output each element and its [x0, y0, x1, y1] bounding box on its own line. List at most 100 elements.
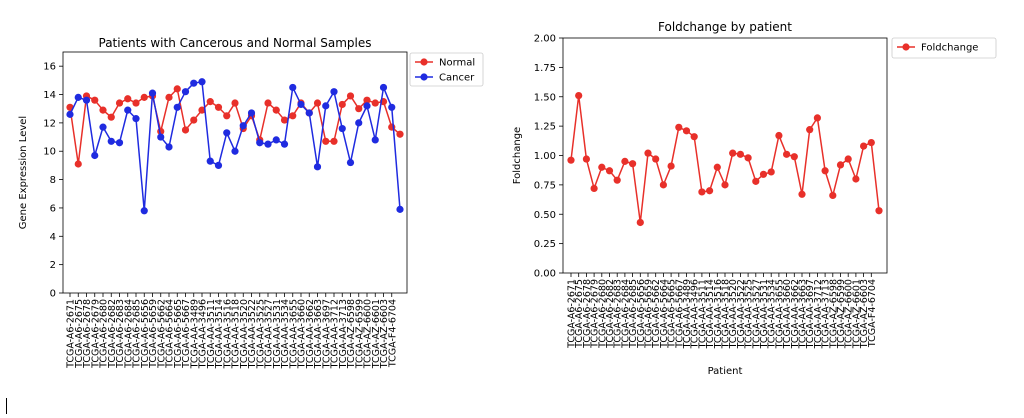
right-x-tick-label: TCGA-A6-2683 [613, 279, 624, 349]
right-point-foldchange [775, 131, 783, 140]
left-x-tick-label: TCGA-AA-3520 [239, 299, 250, 369]
left-x-tick-label: TCGA-A6-2678 [82, 299, 93, 369]
left-x-tick-label: TCGA-A6-2683 [115, 299, 126, 369]
left-point-normal [272, 106, 280, 114]
left-axes-frame [62, 51, 408, 294]
right-x-tick-label: TCGA-AZ-6600 [844, 279, 855, 349]
left-x-tick-label: TCGA-AA-3712 [330, 299, 341, 369]
left-point-cancer [346, 158, 355, 167]
right-axes-frame [562, 37, 888, 274]
right-point-foldchange [767, 168, 775, 176]
left-point-cancer [107, 137, 115, 145]
left-point-cancer [132, 115, 140, 123]
right-x-tick-label: TCGA-A6-5656 [636, 279, 647, 349]
left-x-tick-label: TCGA-A6-2679 [90, 299, 101, 369]
left-point-normal [346, 92, 355, 100]
right-point-foldchange [644, 149, 652, 157]
right-x-tick-label: TCGA-A6-5667 [674, 279, 685, 349]
left-point-cancer [247, 109, 256, 117]
right-point-foldchange [752, 177, 760, 185]
right-x-tick-label: TCGA-AA-3662 [790, 279, 801, 349]
right-x-tick-label: TCGA-A6-2682 [605, 279, 616, 349]
left-x-tick-label: TCGA-AZ-6601 [371, 299, 382, 369]
right-x-tick-label: TCGA-AA-3660 [782, 279, 793, 349]
left-point-normal [99, 106, 107, 114]
right-x-tick-label: TCGA-A6-5662 [651, 279, 662, 349]
right-point-foldchange [590, 184, 598, 192]
right-y-tick-label: 2.00 [534, 34, 556, 45]
right-x-tick-label: TCGA-A6-2675 [574, 279, 585, 349]
left-point-cancer [388, 103, 396, 111]
left-point-normal [289, 112, 297, 120]
right-x-tick-label: TCGA-AA-3525 [744, 279, 755, 349]
left-point-cancer [330, 88, 338, 96]
left-point-cancer [272, 136, 280, 144]
left-x-tick-label: TCGA-AA-3655 [288, 299, 299, 369]
left-point-cancer [99, 123, 107, 131]
right-x-tick-label: TCGA-A6-2671 [567, 279, 578, 349]
left-x-tick-label: TCGA-A6-2675 [74, 299, 85, 369]
right-x-tick-label: TCGA-AA-3522 [736, 279, 747, 349]
right-point-foldchange [729, 149, 737, 157]
right-point-foldchange [667, 162, 675, 170]
left-point-cancer [379, 83, 388, 92]
left-point-normal [231, 99, 239, 107]
right-x-tick-label: TCGA-AZ-6598 [828, 279, 839, 349]
left-point-cancer [289, 83, 297, 92]
left-point-cancer [355, 119, 363, 127]
left-point-normal [124, 95, 132, 103]
left-x-tick-label: TCGA-AA-3518 [231, 299, 242, 369]
right-point-foldchange [860, 142, 868, 150]
left-x-tick-label: TCGA-AZ-6600 [363, 299, 374, 369]
left-x-tick-label: TCGA-AA-3531 [272, 299, 283, 369]
left-point-normal [313, 99, 322, 107]
right-y-tick-label: 0.75 [534, 180, 556, 191]
left-point-cancer [214, 161, 223, 170]
left-point-cancer [66, 110, 74, 118]
right-x-tick-label: TCGA-A6-2684 [620, 279, 631, 349]
right-point-foldchange [575, 91, 583, 100]
left-point-cancer [297, 100, 305, 109]
left-point-normal [330, 137, 338, 145]
left-x-tick-label: TCGA-F4-6704 [387, 299, 398, 368]
left-point-normal [280, 116, 289, 124]
left-point-normal [355, 105, 363, 113]
right-point-foldchange [806, 126, 814, 134]
right-x-tick-label: TCGA-A6-2678 [582, 279, 593, 349]
right-x-tick-label: TCGA-AA-3713 [821, 279, 832, 349]
right-x-tick-label: TCGA-AA-3534 [767, 279, 778, 349]
left-y-tick-label: 14 [43, 90, 56, 101]
right-point-foldchange [759, 170, 768, 178]
left-point-cancer [124, 106, 132, 114]
right-y-tick-label: 1.00 [534, 151, 556, 162]
left-point-normal [206, 98, 214, 106]
left-x-tick-label: TCGA-A6-5659 [148, 299, 159, 369]
right-x-tick-label: TCGA-AZ-6599 [836, 279, 847, 349]
left-point-normal [223, 112, 231, 120]
left-x-tick-label: TCGA-AA-3496 [198, 299, 209, 369]
left-point-cancer [206, 157, 214, 165]
left-point-normal [165, 93, 173, 101]
right-x-tick-label: TCGA-A6-2685 [628, 279, 639, 349]
right-y-tick-label: 1.75 [534, 63, 556, 74]
left-point-cancer [239, 122, 247, 130]
left-x-tick-label: TCGA-AA-3534 [280, 299, 291, 369]
right-x-tick-label: TCGA-A6-5659 [644, 279, 655, 349]
left-point-normal [198, 106, 206, 114]
right-point-foldchange [798, 190, 806, 198]
left-x-tick-label: TCGA-AA-3489 [189, 299, 200, 369]
left-x-tick-label: TCGA-AA-3660 [297, 299, 308, 369]
left-point-cancer [190, 79, 198, 87]
right-x-tick-label: TCGA-AA-3527 [751, 279, 762, 349]
right-x-tick-label: TCGA-AA-3520 [728, 279, 739, 349]
left-point-cancer [165, 143, 173, 151]
right-point-foldchange [713, 163, 721, 171]
left-x-tick-label: TCGA-A6-5665 [173, 299, 184, 369]
left-x-tick-label: TCGA-AA-3514 [214, 299, 225, 369]
right-legend-marker-foldchange [902, 43, 910, 51]
right-x-tick-label: TCGA-AA-3514 [705, 279, 716, 349]
right-point-foldchange [613, 176, 621, 184]
right-x-tick-label: TCGA-AA-3655 [774, 279, 785, 349]
text-cursor [6, 398, 7, 414]
left-point-normal [181, 126, 190, 134]
